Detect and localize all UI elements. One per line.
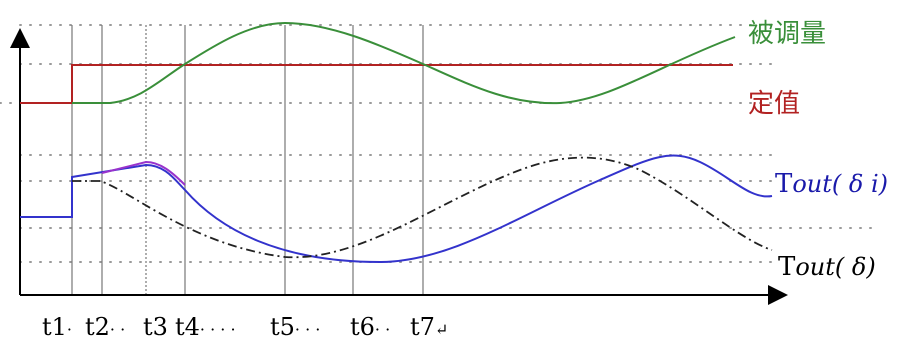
tick-label-t3: t3 <box>143 313 168 341</box>
time-tick-labels: t1· t2· · t3 t4· · · · t5· · · t6· · t7↵ <box>42 313 448 341</box>
tout-delta-i-peak-segment <box>101 160 186 186</box>
tick-label-t7: t7↵ <box>410 313 448 341</box>
tick-label-t2: t2· · <box>85 313 125 341</box>
controlled-variable-curve <box>72 21 736 105</box>
tout-delta-i-curve <box>20 154 773 264</box>
tick-label-t5: t5· · · <box>270 313 320 341</box>
label-tout-delta-i: Tout( δ i) <box>775 169 888 199</box>
label-tout-delta-i-italic: out( δ i) <box>792 170 888 198</box>
tout-delta-curve <box>72 156 773 259</box>
tick-label-t1: t1· <box>42 313 72 341</box>
label-tout-delta-prefix: T <box>778 252 796 282</box>
axes <box>10 28 788 305</box>
tick-label-t6: t6· · <box>350 313 390 341</box>
horizontal-grid-lines <box>0 24 881 263</box>
label-controlled-variable: 被调量 <box>748 19 826 49</box>
label-tout-delta-italic: out( δ) <box>795 253 875 281</box>
setpoint-line <box>20 64 733 104</box>
label-setpoint: 定值 <box>748 89 800 119</box>
label-tout-delta: Tout( δ) <box>778 252 876 282</box>
tick-label-t4: t4· · · · <box>175 313 236 341</box>
label-tout-delta-i-prefix: T <box>775 169 793 199</box>
